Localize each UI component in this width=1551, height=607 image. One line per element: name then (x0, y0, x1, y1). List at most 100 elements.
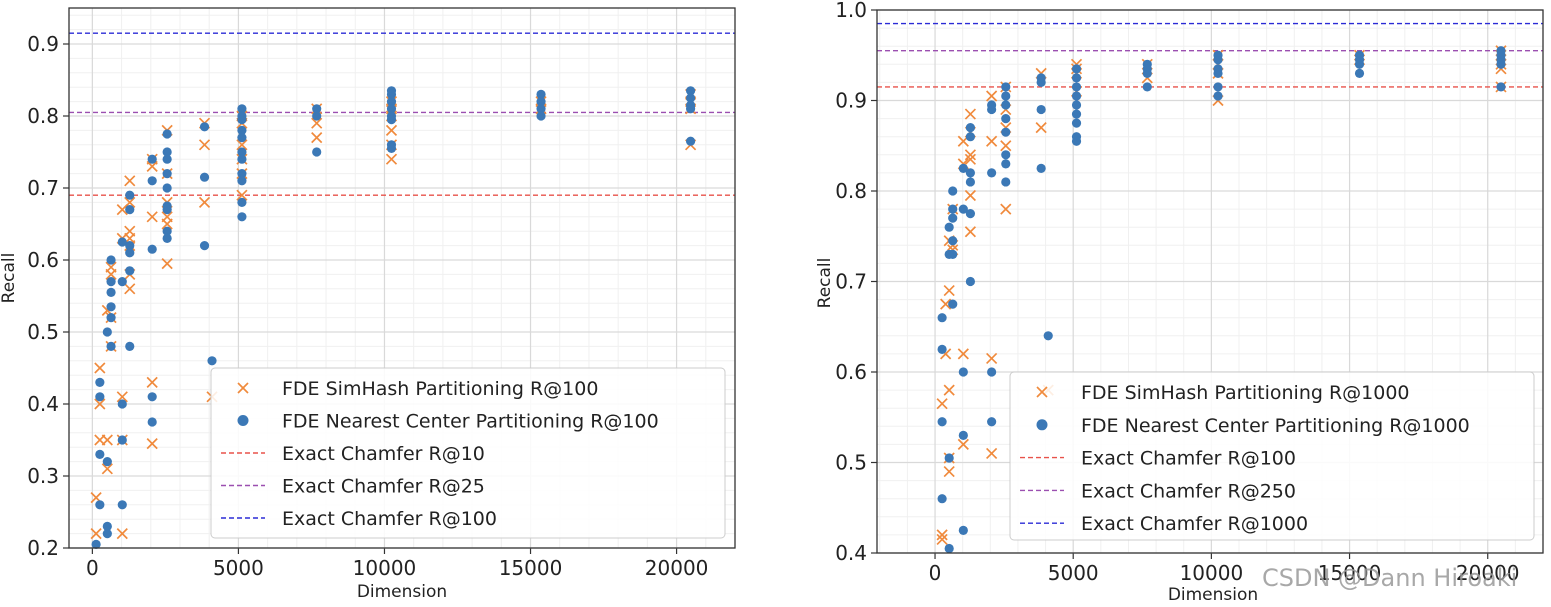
axes-frame (876, 9, 1544, 554)
x-marker-stroke (1035, 122, 1047, 134)
data-point-nearest-center (1001, 127, 1011, 137)
data-point-nearest-center (106, 341, 116, 351)
data-point-simhash (957, 348, 969, 360)
data-point-nearest-center (1071, 118, 1082, 128)
data-point-simhash (161, 257, 173, 270)
data-point-nearest-center (207, 356, 217, 366)
data-point-nearest-center (102, 457, 112, 467)
y-axis-label: Recall (815, 258, 835, 309)
data-point-nearest-center (162, 183, 172, 193)
data-point-nearest-center (237, 154, 247, 164)
data-point-nearest-center (106, 313, 116, 323)
x-marker-stroke (964, 189, 977, 202)
data-point-nearest-center (1043, 331, 1053, 341)
y-tick-label: 0.2 (27, 536, 59, 560)
data-point-nearest-center (386, 143, 397, 153)
x-marker-stroke (986, 90, 998, 102)
data-point-simhash (957, 438, 969, 451)
data-point-nearest-center (965, 168, 976, 178)
data-point-simhash (936, 398, 948, 410)
x-marker-stroke (1000, 203, 1012, 215)
data-point-simhash (236, 139, 248, 151)
x-tick-label: 20000 (645, 556, 709, 580)
data-point-nearest-center (937, 494, 947, 504)
x-tick-label: 15000 (1318, 561, 1382, 585)
legend: FDE SimHash Partitioning R@100 FDE Neares… (210, 367, 726, 539)
x-marker-stroke (116, 391, 128, 403)
data-point-nearest-center (1071, 109, 1082, 119)
x-axis-label: Dimension (1168, 585, 1258, 605)
y-tick-label: 0.4 (27, 392, 59, 416)
data-point-nearest-center (1213, 91, 1223, 101)
x-marker-stroke (237, 382, 249, 394)
x-tick-label: 5000 (213, 556, 264, 580)
data-point-nearest-center (1001, 159, 1011, 169)
data-point-nearest-center (237, 147, 247, 157)
data-point-simhash (986, 447, 998, 460)
data-point-nearest-center (125, 266, 135, 276)
data-point-nearest-center (106, 255, 116, 265)
y-tick-label: 0.8 (27, 104, 59, 128)
x-marker-stroke (124, 196, 136, 209)
data-point-nearest-center (237, 212, 247, 222)
data-point-nearest-center (536, 89, 546, 99)
data-point-nearest-center (117, 277, 127, 287)
data-point-simhash (146, 160, 158, 173)
data-point-nearest-center (1071, 100, 1082, 110)
legend-box (1009, 371, 1535, 541)
data-point-nearest-center (944, 222, 954, 232)
x-marker-stroke (940, 348, 952, 360)
legend-box (210, 367, 726, 539)
data-point-nearest-center (1071, 64, 1082, 74)
data-point-nearest-center (147, 417, 157, 427)
data-point-nearest-center (536, 97, 546, 107)
data-point-nearest-center (237, 125, 247, 135)
data-point-nearest-center (102, 521, 112, 532)
data-point-nearest-center (162, 205, 172, 215)
data-point-nearest-center (237, 104, 247, 114)
data-point-nearest-center (91, 539, 101, 550)
x-marker-stroke (943, 465, 955, 478)
data-point-simhash (1035, 122, 1047, 134)
data-point-nearest-center (312, 111, 322, 121)
legend-label: Exact Chamfer R@1000 (1081, 513, 1308, 535)
data-point-simhash (940, 298, 952, 310)
data-point-simhash (161, 218, 173, 230)
y-tick-label: 0.9 (835, 89, 867, 113)
data-point-nearest-center (965, 177, 976, 187)
legend-label: Exact Chamfer R@250 (1081, 480, 1296, 502)
x-marker-stroke (116, 527, 128, 540)
data-point-nearest-center (1213, 82, 1223, 92)
legend-label: FDE SimHash Partitioning R@100 (282, 378, 598, 400)
y-tick-label: 0.4 (835, 541, 867, 565)
legend-label: FDE SimHash Partitioning R@1000 (1081, 382, 1410, 404)
data-point-nearest-center (686, 86, 696, 96)
data-point-simhash (94, 398, 106, 410)
y-tick-label: 0.5 (27, 320, 59, 344)
x-marker-stroke (957, 438, 969, 451)
x-marker-stroke (124, 175, 136, 187)
x-marker-stroke (964, 149, 977, 161)
data-point-simhash (311, 131, 323, 144)
x-tick-label: 15000 (499, 556, 563, 580)
data-point-simhash (124, 175, 136, 187)
data-point-nearest-center (937, 344, 947, 354)
data-point-simhash (936, 533, 948, 546)
data-point-simhash (124, 196, 136, 209)
x-marker-stroke (986, 135, 998, 147)
data-point-nearest-center (162, 154, 172, 164)
data-point-simhash (116, 527, 128, 540)
data-point-simhash (105, 268, 117, 281)
data-point-nearest-center (147, 392, 157, 402)
x-marker-stroke (964, 153, 977, 165)
data-point-nearest-center (1213, 55, 1223, 65)
data-point-nearest-center (944, 453, 954, 463)
x-marker-stroke (957, 348, 969, 360)
data-point-simhash (986, 135, 998, 147)
data-point-nearest-center (944, 543, 954, 554)
data-point-nearest-center (965, 123, 976, 133)
data-point-simhash (964, 149, 977, 161)
data-point-nearest-center (1001, 114, 1011, 124)
data-point-nearest-center (958, 430, 968, 440)
